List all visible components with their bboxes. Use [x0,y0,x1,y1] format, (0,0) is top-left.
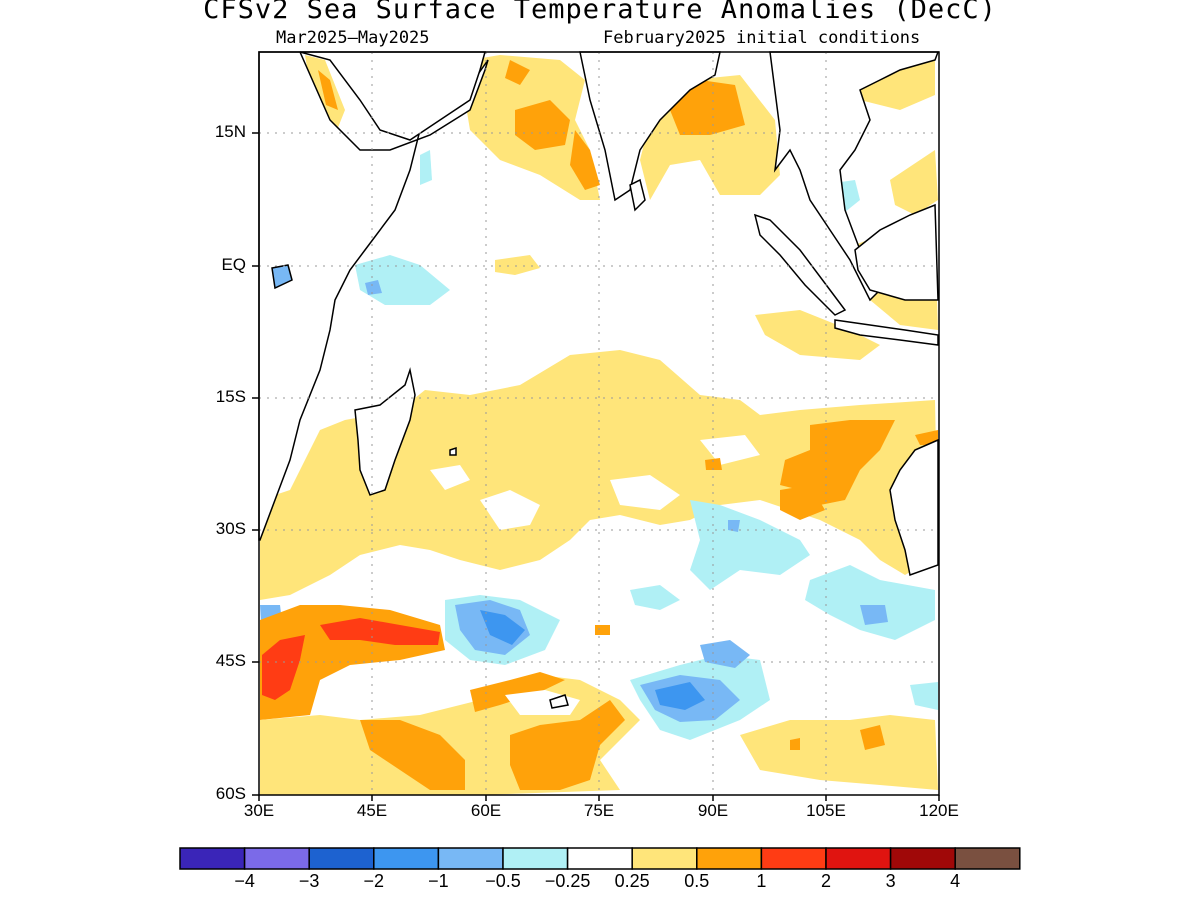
lat-label-45s: 45S [215,651,246,670]
warm-patch-southern-west-red [320,618,440,645]
cool-patch-southern-far-east [910,682,938,710]
colorbar-swatch [954,847,1021,870]
warm-patch-equatorial [495,255,540,275]
colorbar-label: 1 [756,871,767,891]
lon-label-45e: 45E [356,801,388,820]
warm-patch-southeast-small [780,485,825,520]
warm-patch-red-sea-core [318,70,338,110]
calm-hole-4 [700,435,760,465]
colorbar-label: −1 [428,871,449,891]
cool-patch-southern-west-core [480,610,525,645]
madagascar-coastline [354,367,416,496]
calm-hole-3 [430,465,470,490]
colorbar-label: 3 [885,871,896,891]
arabian-peninsula-coastline [299,51,486,141]
colorbar-swatch [502,847,569,870]
gridlines [259,52,939,795]
colorbar-label: 4 [950,871,961,891]
tick-marks [252,132,940,801]
colorbar-swatch [566,847,633,870]
borneo-coastline [854,203,939,301]
mauritius-island [449,446,457,456]
lat-label-60s: 60S [215,784,246,803]
warm-patch-south-small [705,458,722,470]
warm-patch-far-south-small [595,625,610,635]
sri-lanka-coastline [629,178,646,212]
colorbar-swatch [631,847,698,870]
cool-patch-arabian-sea-small [420,150,432,185]
cool-patch-mid-south [630,585,680,610]
warm-patch-persian-gulf [505,60,530,85]
cool-patch-south-central [690,500,810,590]
warm-patch-far-south-2 [510,700,625,790]
australia-coastline [889,438,939,576]
warm-patch-java-sea [755,310,880,360]
lat-label-15s: 15S [215,387,246,406]
colorbar-label: −2 [363,871,385,891]
lon-label-60e: 60E [470,801,502,820]
lat-label-15n: 15N [214,122,246,141]
warm-patch-southeast-far [740,715,938,790]
colorbar-label: −0.5 [485,871,521,891]
warm-patch-philippines [890,150,938,215]
java-coastline [834,319,939,346]
calm-hole-1 [480,490,540,530]
coastlines [258,51,940,709]
warm-band-south-subtropical [260,350,938,600]
colorbar-label: −0.25 [544,871,591,891]
lon-label-30e: 30E [243,801,275,820]
cool-patch-southeast [805,565,935,640]
colorbar-swatch [179,847,246,870]
warm-patch-west-india-coast [570,130,600,190]
colorbar-swatch [825,847,892,870]
colorbar-swatch [308,847,375,870]
warm-patch-west-australia [915,430,938,445]
warm-patch-southeast-core [780,420,895,505]
cool-patch-equatorial-west-core [365,280,382,295]
cool-patch-southeast-core [860,605,888,625]
forecast-period: Mar2025—May2025 [276,28,430,48]
colorbar-swatch [889,847,956,870]
cool-patch-southern-east-core [655,682,705,710]
colorbar-label: 0.5 [684,871,710,891]
colorbar [179,847,1021,870]
kerguelen-island [549,694,569,709]
warm-patch-far-south-1 [360,720,465,790]
map-title: CFSv2 Sea Surface Temperature Anomalies … [203,0,997,25]
africa-coastline [258,51,489,541]
calm-hole-2 [610,475,680,510]
lat-label-30s: 30S [215,519,246,538]
colorbar-label: −4 [234,871,255,891]
lon-label-75e: 75E [583,801,615,820]
warm-patch-southern-far-west-red [262,635,305,700]
sumatra-coastline [753,213,847,316]
colorbar-swatch [696,847,763,870]
colorbar-label: 2 [820,871,831,891]
lake-victoria-coastline [271,264,293,290]
warm-patch-southeast-far-core [860,725,885,750]
colorbar-swatch [760,847,827,870]
initial-conditions: February2025 initial conditions [603,28,921,48]
lat-label-eq: EQ [221,255,246,274]
warm-patch-far-south-3 [470,672,565,712]
colorbar-label: −3 [298,871,320,891]
colorbar-swatch [243,847,310,870]
lon-label-90e: 90E [697,801,729,820]
lon-label-120e: 120E [919,801,959,820]
colorbar-swatch [373,847,440,870]
india-coastline [579,51,721,202]
cool-patch-south-central-core [728,520,740,532]
lon-label-105e: 105E [806,801,846,820]
colorbar-swatch [437,847,504,870]
warm-patch-arabian-sea-core [515,100,570,150]
warm-patch-bay-of-bengal-core [670,80,745,135]
colorbar-label: 0.25 [614,871,650,891]
warm-patch-southeast-far-small [790,738,800,750]
